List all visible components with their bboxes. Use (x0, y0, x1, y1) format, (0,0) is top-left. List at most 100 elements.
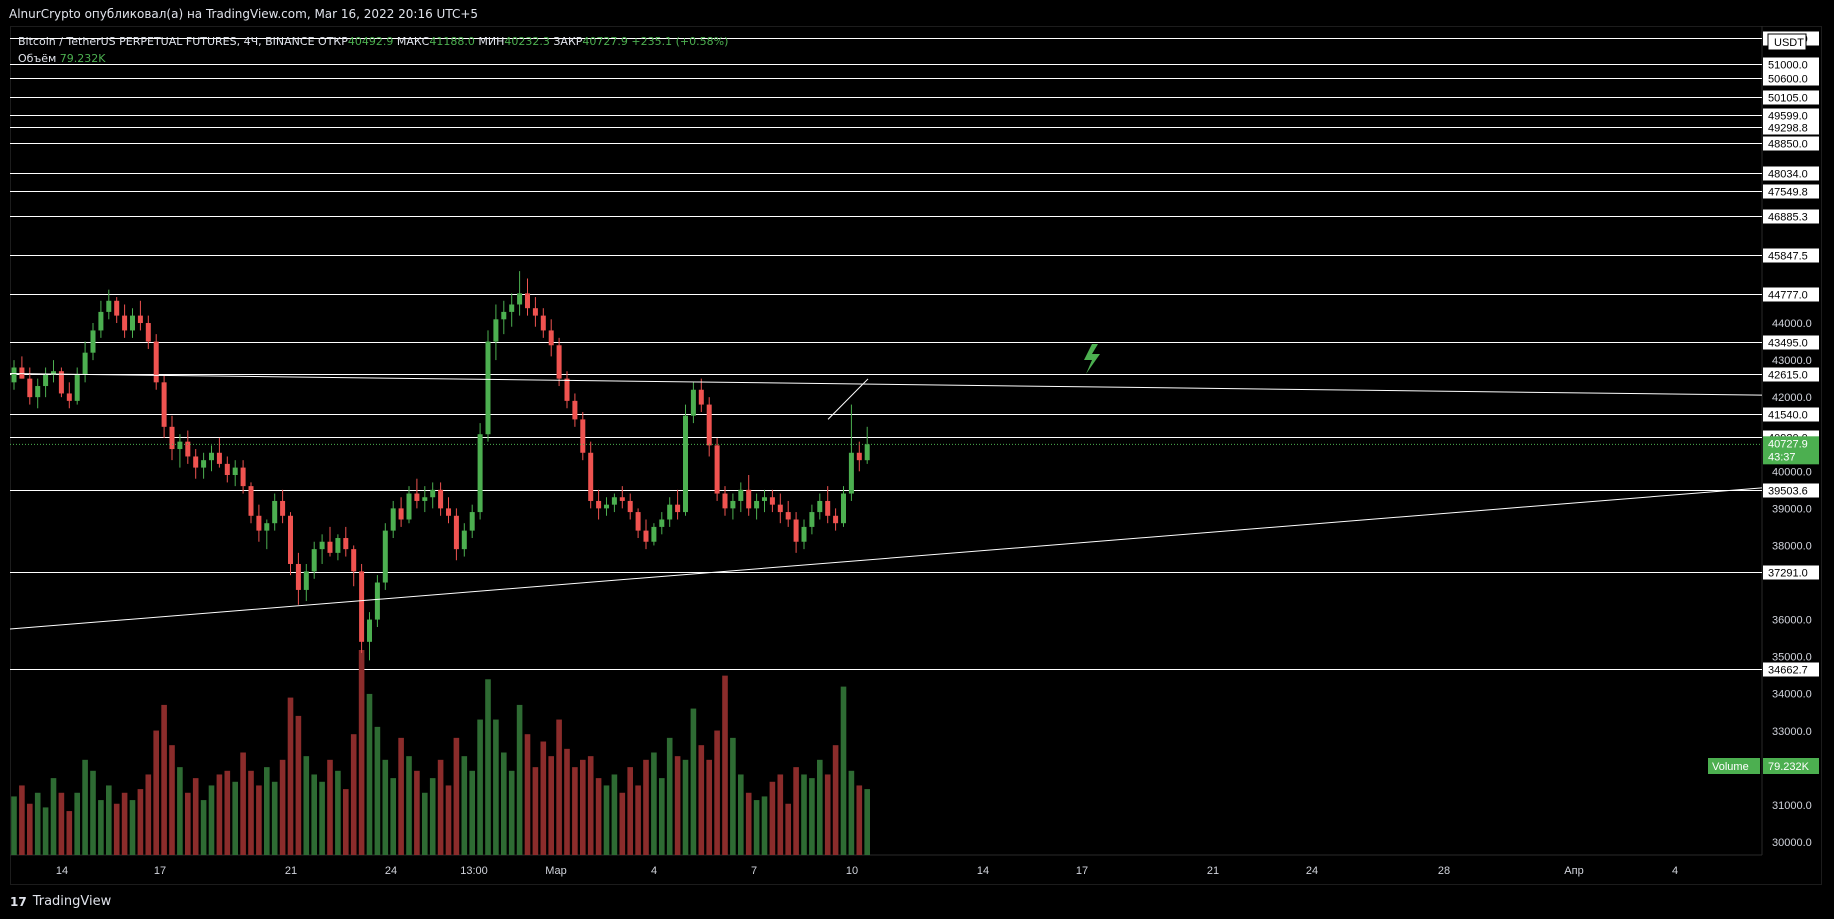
level-price-badge (1763, 120, 1819, 135)
volume-bar (106, 785, 112, 855)
candle-body (777, 504, 783, 513)
level-price-badge (1763, 367, 1819, 382)
volume-value-label: 79.232K (1768, 761, 1810, 773)
candle-body (825, 500, 831, 516)
volume-bar (722, 675, 728, 855)
candle-body (359, 571, 365, 642)
lightning-icon (1084, 344, 1100, 374)
candle-body (27, 378, 33, 398)
level-price-label: 48034.0 (1768, 169, 1808, 181)
currency-badge-label: USDT (1774, 37, 1804, 49)
level-price-badge (1763, 662, 1819, 677)
time-tick-label: 14 (977, 865, 989, 877)
volume-bar (153, 730, 159, 855)
volume-bar (216, 774, 223, 855)
volume-bar (540, 741, 547, 855)
volume-bar (264, 767, 270, 855)
level-price-label: 45847.5 (1768, 251, 1808, 263)
volume-bar (161, 704, 167, 855)
volume-bar (453, 737, 460, 855)
candle-body (114, 300, 120, 316)
time-tick-label: 7 (751, 865, 757, 877)
volume-bar (690, 708, 697, 855)
candle-body (540, 315, 546, 331)
candle-body (714, 445, 720, 494)
candle-body (738, 489, 744, 501)
price-tick-label: 42000.0 (1772, 392, 1812, 404)
last-price-badge (1763, 436, 1819, 465)
volume-bar (501, 752, 507, 855)
candle-body (730, 500, 736, 509)
candle-body (193, 456, 199, 468)
volume-bar (137, 789, 144, 855)
volume-label[interactable]: Объём (18, 52, 57, 65)
tradingview-logo-icon: 17 (10, 894, 27, 909)
volume-bar (256, 785, 262, 855)
candle-body (453, 515, 459, 550)
candle-body (485, 341, 491, 435)
volume-bar (674, 756, 681, 855)
volume-bar (279, 759, 286, 855)
candle-body (675, 504, 681, 513)
publish-header: AlnurCrypto опубликовал(а) на TradingVie… (9, 7, 479, 21)
volume-bar (485, 679, 491, 855)
volume-bar (777, 774, 784, 855)
candle-body (390, 508, 396, 531)
price-tick-label: 38000.0 (1772, 540, 1812, 552)
volume-bar (34, 792, 41, 855)
candle-body (793, 519, 799, 542)
level-price-label: 43495.0 (1768, 338, 1808, 350)
candle-body (446, 508, 451, 516)
candle-body (683, 415, 688, 513)
candle-body (588, 452, 594, 501)
time-tick-label: Мар (545, 865, 567, 877)
volume-bar (508, 770, 515, 855)
candle-body (11, 367, 17, 383)
candle-body (130, 315, 135, 331)
symbol-title[interactable]: Bitcoin / TetherUS PERPETUAL FUTURES, 4Ч… (18, 35, 315, 48)
candle-body (651, 526, 657, 542)
price-tick-label: 30000.0 (1772, 837, 1812, 849)
candle-body (145, 323, 151, 342)
volume-bar (714, 730, 720, 855)
volume-legend: Объём 79.232K (18, 52, 105, 65)
volume-bar (240, 752, 246, 855)
price-tick-label: 31000.0 (1772, 800, 1812, 812)
volume-bar (66, 811, 73, 855)
level-price-label: 41540.0 (1768, 410, 1808, 422)
footer-logo[interactable]: 17 TradingView (10, 894, 111, 909)
volume-bar (730, 737, 736, 855)
time-tick-label: 4 (1672, 865, 1678, 877)
candle-body (762, 497, 767, 501)
volume-bar (753, 800, 760, 855)
candle-body (817, 500, 823, 513)
volume-bar (793, 767, 799, 855)
countdown-label: 43:37 (1768, 451, 1796, 463)
price-tick-label: 43000.0 (1772, 355, 1812, 367)
candle-body (106, 300, 112, 312)
volume-bar (516, 704, 523, 855)
volume-bar (303, 756, 310, 855)
tradingview-logo-text: TradingView (32, 894, 112, 909)
time-tick-label: 17 (154, 865, 166, 877)
candle-body (430, 489, 436, 498)
volume-bar (761, 796, 768, 855)
candle-body (841, 493, 846, 524)
level-price-badge (1763, 166, 1819, 181)
level-price-label: 37291.0 (1768, 568, 1808, 580)
low-label: МИН (478, 35, 505, 48)
level-price-label: 39503.6 (1768, 486, 1808, 498)
volume-bar (745, 792, 752, 855)
volume-bar (232, 781, 238, 855)
candle-body (754, 500, 760, 509)
volume-bar (856, 785, 863, 855)
candle-body (224, 463, 230, 476)
candle-body (833, 515, 839, 524)
price-tick-label: 44000.0 (1772, 318, 1812, 330)
level-price-badge (1763, 407, 1819, 422)
candle-body (698, 389, 704, 405)
candle-body (525, 293, 530, 309)
candle-body (216, 452, 222, 464)
level-price-label: 44777.0 (1768, 290, 1808, 302)
